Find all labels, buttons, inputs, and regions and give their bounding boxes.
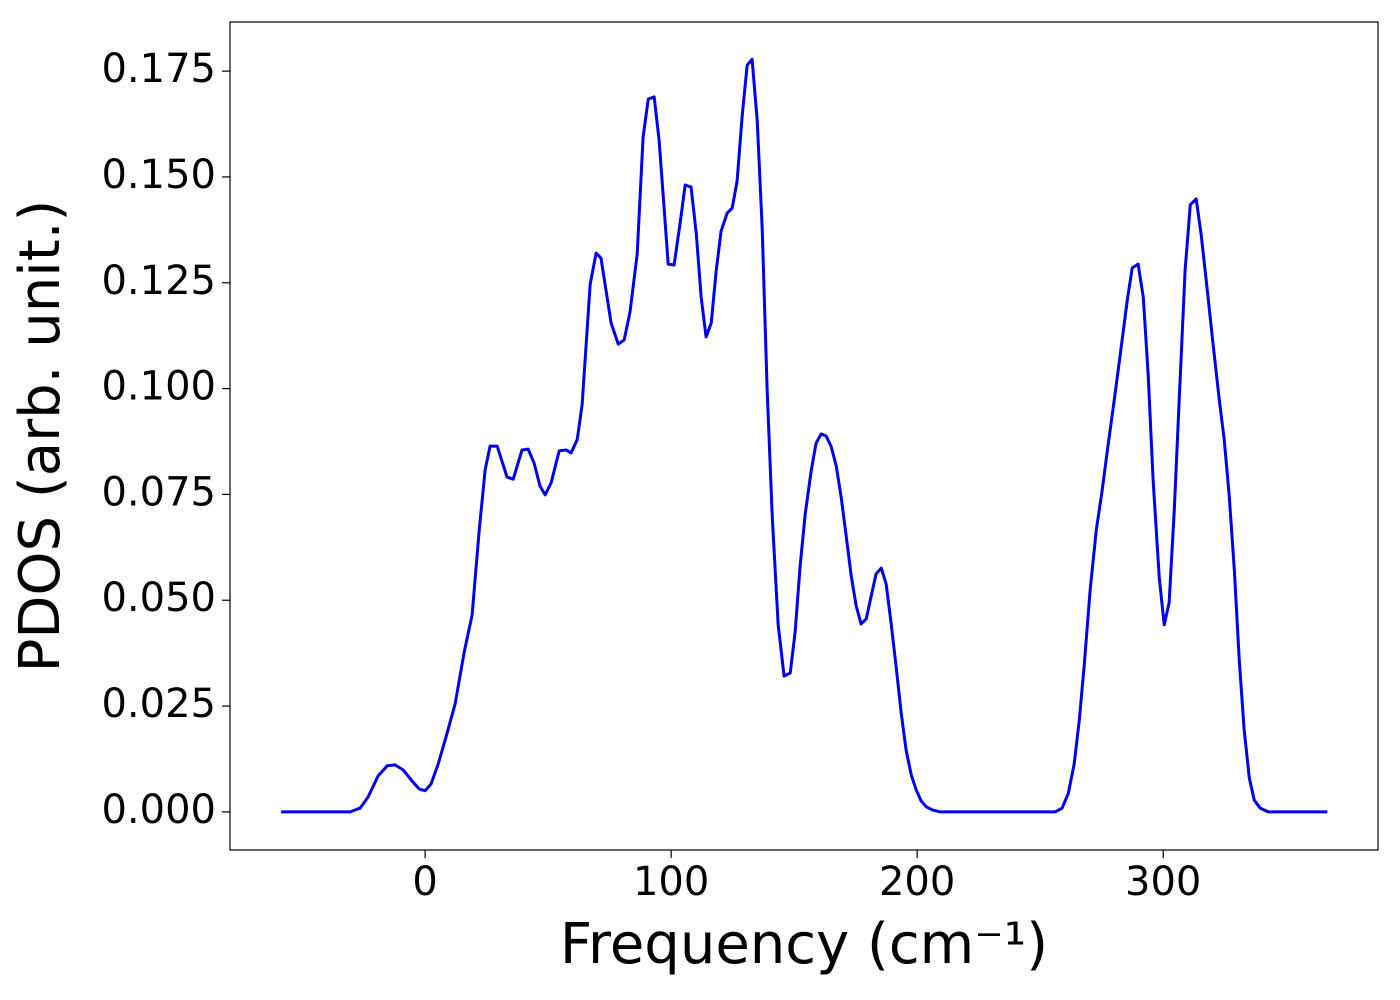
y-tick-label: 0.100: [101, 364, 216, 410]
plot-frame: [229, 21, 1379, 851]
x-axis-label: Frequency (cm⁻¹): [560, 912, 1048, 977]
y-tick-label: 0.050: [101, 575, 216, 621]
y-tick-label: 0.150: [101, 152, 216, 198]
x-tick-label: 200: [879, 859, 955, 905]
x-tick-label: 0: [412, 859, 437, 905]
y-axis-label: PDOS (arb. unit.): [8, 200, 73, 673]
y-tick-label: 0.125: [101, 258, 216, 304]
y-tick-label: 0.075: [101, 469, 216, 515]
x-tick-label: 300: [1125, 859, 1201, 905]
x-tick-label: 100: [633, 859, 709, 905]
y-tick-label: 0.025: [101, 681, 216, 727]
data-line: [281, 57, 1328, 814]
y-tick-label: 0.000: [101, 787, 216, 833]
y-tick-label: 0.175: [101, 46, 216, 92]
